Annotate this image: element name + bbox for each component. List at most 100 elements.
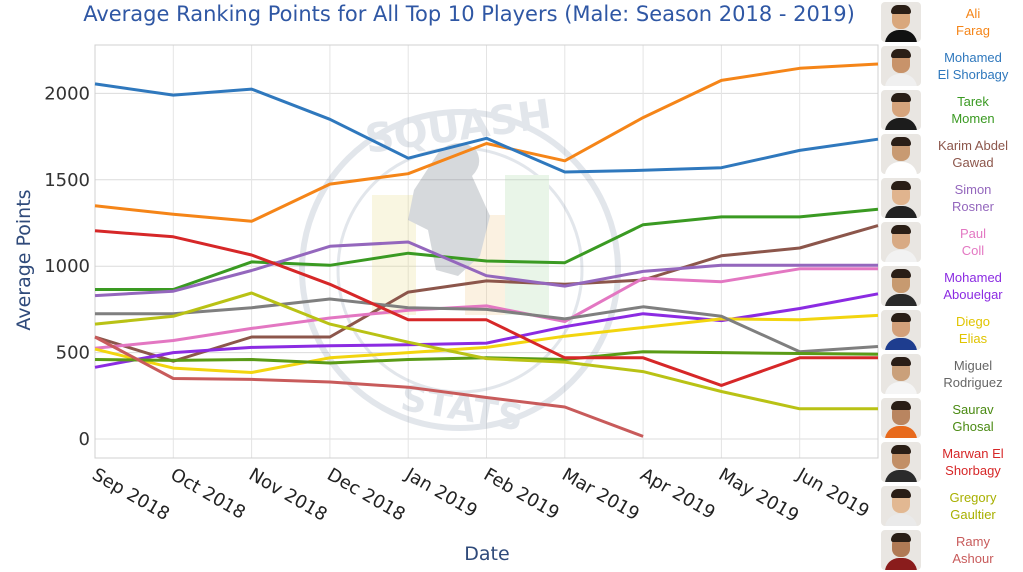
series-line-tarek-momen (95, 207, 879, 291)
legend-label-line2: Shorbagy (945, 463, 1001, 478)
legend-item: Marwan El Shorbagy (881, 440, 1023, 484)
legend-label-line2: Farag (956, 23, 990, 38)
legend-label-line2: Gawad (952, 155, 994, 170)
legend-label-line1: Ramy (956, 534, 990, 549)
series-line-mohamed-abouelgar (94, 292, 879, 369)
avatar-hair (891, 5, 911, 14)
legend-label-line2: Rosner (952, 199, 994, 214)
player-avatar (881, 46, 921, 86)
legend-label-line1: Simon (954, 182, 992, 197)
legend-label-line1: Saurav (952, 402, 994, 417)
grid-lines (94, 44, 879, 459)
x-tick-label: Nov 2018 (245, 464, 331, 526)
legend-item: Tarek Momen (881, 88, 1023, 132)
player-avatar (881, 134, 921, 174)
avatar-shoulders (885, 558, 917, 570)
avatar-hair (891, 533, 911, 542)
series-line-miguel-rodriguez (95, 297, 879, 354)
legend: Ali Farag Mohamed El Shorbagy Tarek Momen Kari… (881, 0, 1023, 572)
player-avatar (881, 398, 921, 438)
series-line-karim-abdel-gawad (94, 224, 879, 363)
y-tick-label: 2000 (44, 83, 90, 104)
avatar-hair (891, 225, 911, 234)
legend-label-text: Gregory Gaultier (950, 489, 997, 523)
player-avatar (881, 354, 921, 394)
avatar-shoulders (885, 426, 917, 438)
legend-label: Saurav Ghosal (923, 396, 1023, 440)
legend-label: Karim Abdel Gawad (923, 132, 1023, 176)
avatar-hair (891, 49, 911, 58)
avatar-shoulders (885, 382, 917, 394)
legend-label: Miguel Rodriguez (923, 352, 1023, 396)
x-tick-label: Dec 2018 (323, 464, 408, 525)
player-avatar (881, 266, 921, 306)
y-tick-label: 1500 (44, 170, 90, 191)
legend-label-text: Ali Farag (956, 5, 990, 39)
x-tick-label: Jan 2019 (401, 464, 481, 522)
legend-label-text: Miguel Rodriguez (943, 357, 1002, 391)
avatar-shoulders (885, 30, 917, 42)
legend-label-line1: Mohamed (944, 270, 1002, 285)
legend-label-text: Marwan El Shorbagy (942, 445, 1003, 479)
y-tick-label: 0 (79, 429, 90, 450)
legend-label-line1: Karim Abdel (937, 138, 1009, 153)
legend-label-line1: Miguel (953, 358, 993, 373)
player-avatar (881, 310, 921, 350)
legend-item: Miguel Rodriguez (881, 352, 1023, 396)
legend-label-line2: El Shorbagy (937, 67, 1009, 82)
player-avatar (881, 90, 921, 130)
legend-item: Karim Abdel Gawad (881, 132, 1023, 176)
avatar-shoulders (885, 118, 917, 130)
avatar-shoulders (885, 162, 917, 174)
legend-label-line2: Momen (951, 111, 995, 126)
avatar-hair (891, 401, 911, 410)
legend-label: Diego Elias (923, 308, 1023, 352)
legend-label-text: Diego Elias (956, 313, 990, 347)
series-line-ali-farag (94, 62, 879, 223)
avatar-hair (891, 357, 911, 366)
y-tick-label: 500 (56, 343, 90, 364)
legend-label: Tarek Momen (923, 88, 1023, 132)
legend-label-text: Karim Abdel Gawad (938, 137, 1008, 171)
legend-label: Gregory Gaultier (923, 484, 1023, 528)
legend-label-text: Ramy Ashour (952, 533, 993, 567)
series-line-mohamed-el-shorbagy (94, 82, 879, 174)
legend-label-text: Simon Rosner (952, 181, 994, 215)
legend-label: Mohamed El Shorbagy (923, 44, 1023, 88)
legend-item: Paul Coll (881, 220, 1023, 264)
legend-label: Mohamed Abouelgar (923, 264, 1023, 308)
avatar-shoulders (885, 294, 917, 306)
y-axis-label: Average Points (13, 189, 35, 330)
legend-label-line1: Diego (956, 314, 990, 329)
avatar-shoulders (885, 74, 917, 86)
legend-label: Ali Farag (923, 0, 1023, 44)
series-line-marwan-el-shorbagy (94, 229, 878, 387)
x-tick-label: May 2019 (715, 464, 802, 527)
y-axis-ticks: 0 500 1000 1500 2000 (44, 83, 90, 450)
player-avatar (881, 442, 921, 482)
series-line-paul-coll (94, 267, 878, 350)
x-tick-label: Feb 2019 (480, 464, 563, 524)
player-avatar (881, 178, 921, 218)
plot-frame (94, 44, 879, 459)
legend-label-line2: Elias (958, 331, 988, 346)
legend-label-line1: Gregory (949, 490, 997, 505)
legend-label-text: Mohamed Abouelgar (943, 269, 1002, 303)
legend-item: Simon Rosner (881, 176, 1023, 220)
avatar-hair (891, 313, 911, 322)
series-line-simon-rosner (94, 240, 878, 298)
x-tick-label: Oct 2018 (167, 464, 249, 524)
legend-item: Mohamed Abouelgar (881, 264, 1023, 308)
legend-label-line1: Paul (959, 226, 987, 241)
player-avatar (881, 222, 921, 262)
legend-label-line1: Marwan El (942, 446, 1004, 461)
legend-label: Ramy Ashour (923, 528, 1023, 572)
legend-item: Ramy Ashour (881, 528, 1023, 572)
legend-label-line2: Ashour (952, 551, 994, 566)
series-line-gregory-gaultier (94, 291, 878, 411)
legend-label: Marwan El Shorbagy (923, 440, 1023, 484)
avatar-shoulders (885, 206, 917, 218)
legend-label-text: Paul Coll (960, 225, 986, 259)
legend-item: Mohamed El Shorbagy (881, 44, 1023, 88)
legend-label-line1: Mohamed (944, 50, 1002, 65)
